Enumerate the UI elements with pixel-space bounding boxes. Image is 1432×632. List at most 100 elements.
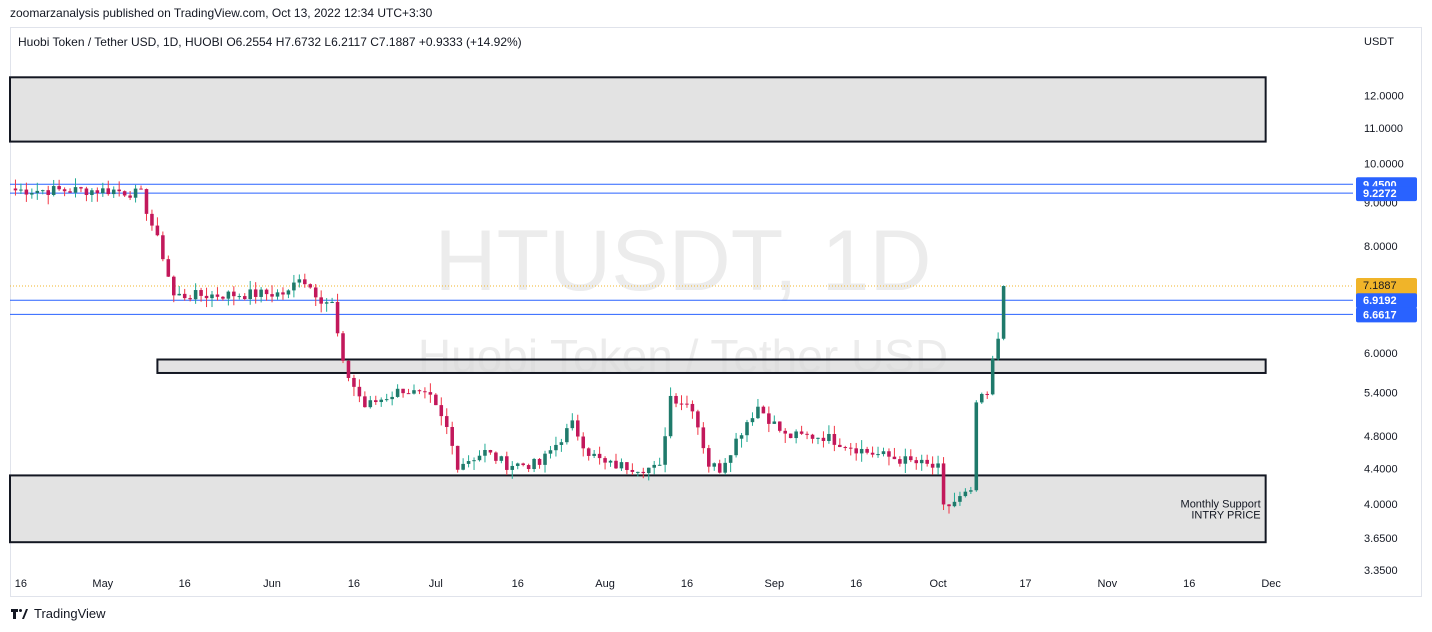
candle-body xyxy=(963,491,968,497)
candle-body xyxy=(390,396,394,400)
candle-body xyxy=(308,284,313,288)
y-tick-label: 3.6500 xyxy=(1364,533,1398,545)
candle-body xyxy=(95,190,100,194)
price-label: 7.1887 xyxy=(1363,280,1397,292)
candle-body xyxy=(565,428,569,443)
candle-body xyxy=(603,458,607,463)
candle-body xyxy=(461,463,465,470)
candle-body xyxy=(286,290,291,295)
candle-body xyxy=(788,433,793,439)
candle-body xyxy=(161,235,165,260)
candle-body xyxy=(499,456,504,461)
candle-body xyxy=(625,462,629,470)
candle-body xyxy=(450,427,454,446)
candle-body xyxy=(84,188,89,196)
candle-body xyxy=(636,471,640,473)
candle-body xyxy=(166,259,171,277)
candle-body xyxy=(101,188,105,194)
x-tick-label: 16 xyxy=(179,578,191,590)
price-label: 6.9192 xyxy=(1363,295,1397,307)
candle-body xyxy=(870,452,875,455)
candle-body xyxy=(969,490,973,492)
footer: TradingView xyxy=(10,606,106,621)
candle-body xyxy=(887,451,891,457)
candle-body xyxy=(996,338,1000,360)
candle-body xyxy=(466,461,471,464)
candle-body xyxy=(909,456,913,461)
candle-body xyxy=(144,189,149,214)
candle-body xyxy=(182,293,187,299)
y-tick-label: 11.0000 xyxy=(1364,123,1403,135)
candle-body xyxy=(324,302,329,304)
candle-body xyxy=(701,427,706,449)
candle-body xyxy=(172,276,176,296)
candle-body xyxy=(374,400,378,403)
candle-body xyxy=(990,359,995,395)
candle-body xyxy=(881,451,886,455)
candle-body xyxy=(133,188,138,198)
y-tick-label: 10.0000 xyxy=(1364,158,1404,170)
candle-body xyxy=(444,416,449,428)
candle-body xyxy=(281,292,285,295)
x-tick-label: 16 xyxy=(512,578,524,590)
candle-body xyxy=(832,433,837,445)
candle-body xyxy=(232,291,236,297)
candle-body xyxy=(898,459,902,464)
zone-label: INTRY PRICE xyxy=(1191,509,1260,521)
candle-body xyxy=(35,190,40,194)
candle-body xyxy=(723,462,727,473)
candle-body xyxy=(690,403,695,412)
candle-body xyxy=(876,454,880,456)
y-tick-label: 4.0000 xyxy=(1364,499,1398,511)
x-tick-label: Sep xyxy=(765,578,785,590)
candle-body xyxy=(242,296,247,299)
x-tick-label: 16 xyxy=(681,578,693,590)
watermark-name: Huobi Token / Tether USD xyxy=(418,330,948,382)
candle-body xyxy=(777,421,782,431)
candle-body xyxy=(614,460,618,469)
candle-body xyxy=(799,431,804,434)
candle-body xyxy=(379,399,384,403)
candle-body xyxy=(985,393,989,395)
candle-body xyxy=(575,420,580,437)
candle-body xyxy=(406,393,411,395)
candle-body xyxy=(979,393,984,403)
candle-body xyxy=(903,456,908,464)
candle-body xyxy=(707,448,711,467)
candle-body xyxy=(712,463,717,467)
candle-body xyxy=(543,453,547,465)
candle-body xyxy=(199,290,203,296)
chart-frame xyxy=(10,27,1422,597)
candle-body xyxy=(843,447,848,449)
candle-body xyxy=(494,452,498,461)
candle-body xyxy=(663,436,667,465)
watermark-ticker: HTUSDT, 1D xyxy=(435,213,932,309)
candle-body xyxy=(859,448,864,454)
x-tick-label: Jun xyxy=(263,578,281,590)
candle-body xyxy=(865,448,869,453)
candle-body xyxy=(641,471,646,474)
candle-body xyxy=(248,289,252,299)
candle-body xyxy=(941,463,946,505)
x-tick-label: Oct xyxy=(930,578,947,590)
candle-body xyxy=(79,187,83,189)
candle-body xyxy=(264,289,269,295)
candle-body xyxy=(384,399,389,401)
candle-body xyxy=(668,395,673,437)
candle-body xyxy=(919,459,924,464)
candle-body xyxy=(270,294,274,297)
candle-body xyxy=(548,450,553,454)
candle-body xyxy=(472,460,476,462)
candle-body xyxy=(750,418,755,423)
candle-body xyxy=(434,394,438,406)
candle-body xyxy=(46,190,50,195)
candle-body xyxy=(892,456,897,460)
candle-body xyxy=(150,213,154,226)
candle-body xyxy=(597,453,602,459)
candle-body xyxy=(226,291,231,299)
candle-body xyxy=(215,294,220,297)
candle-body xyxy=(728,455,733,463)
candle-body xyxy=(177,293,182,296)
candle-body xyxy=(62,189,67,192)
